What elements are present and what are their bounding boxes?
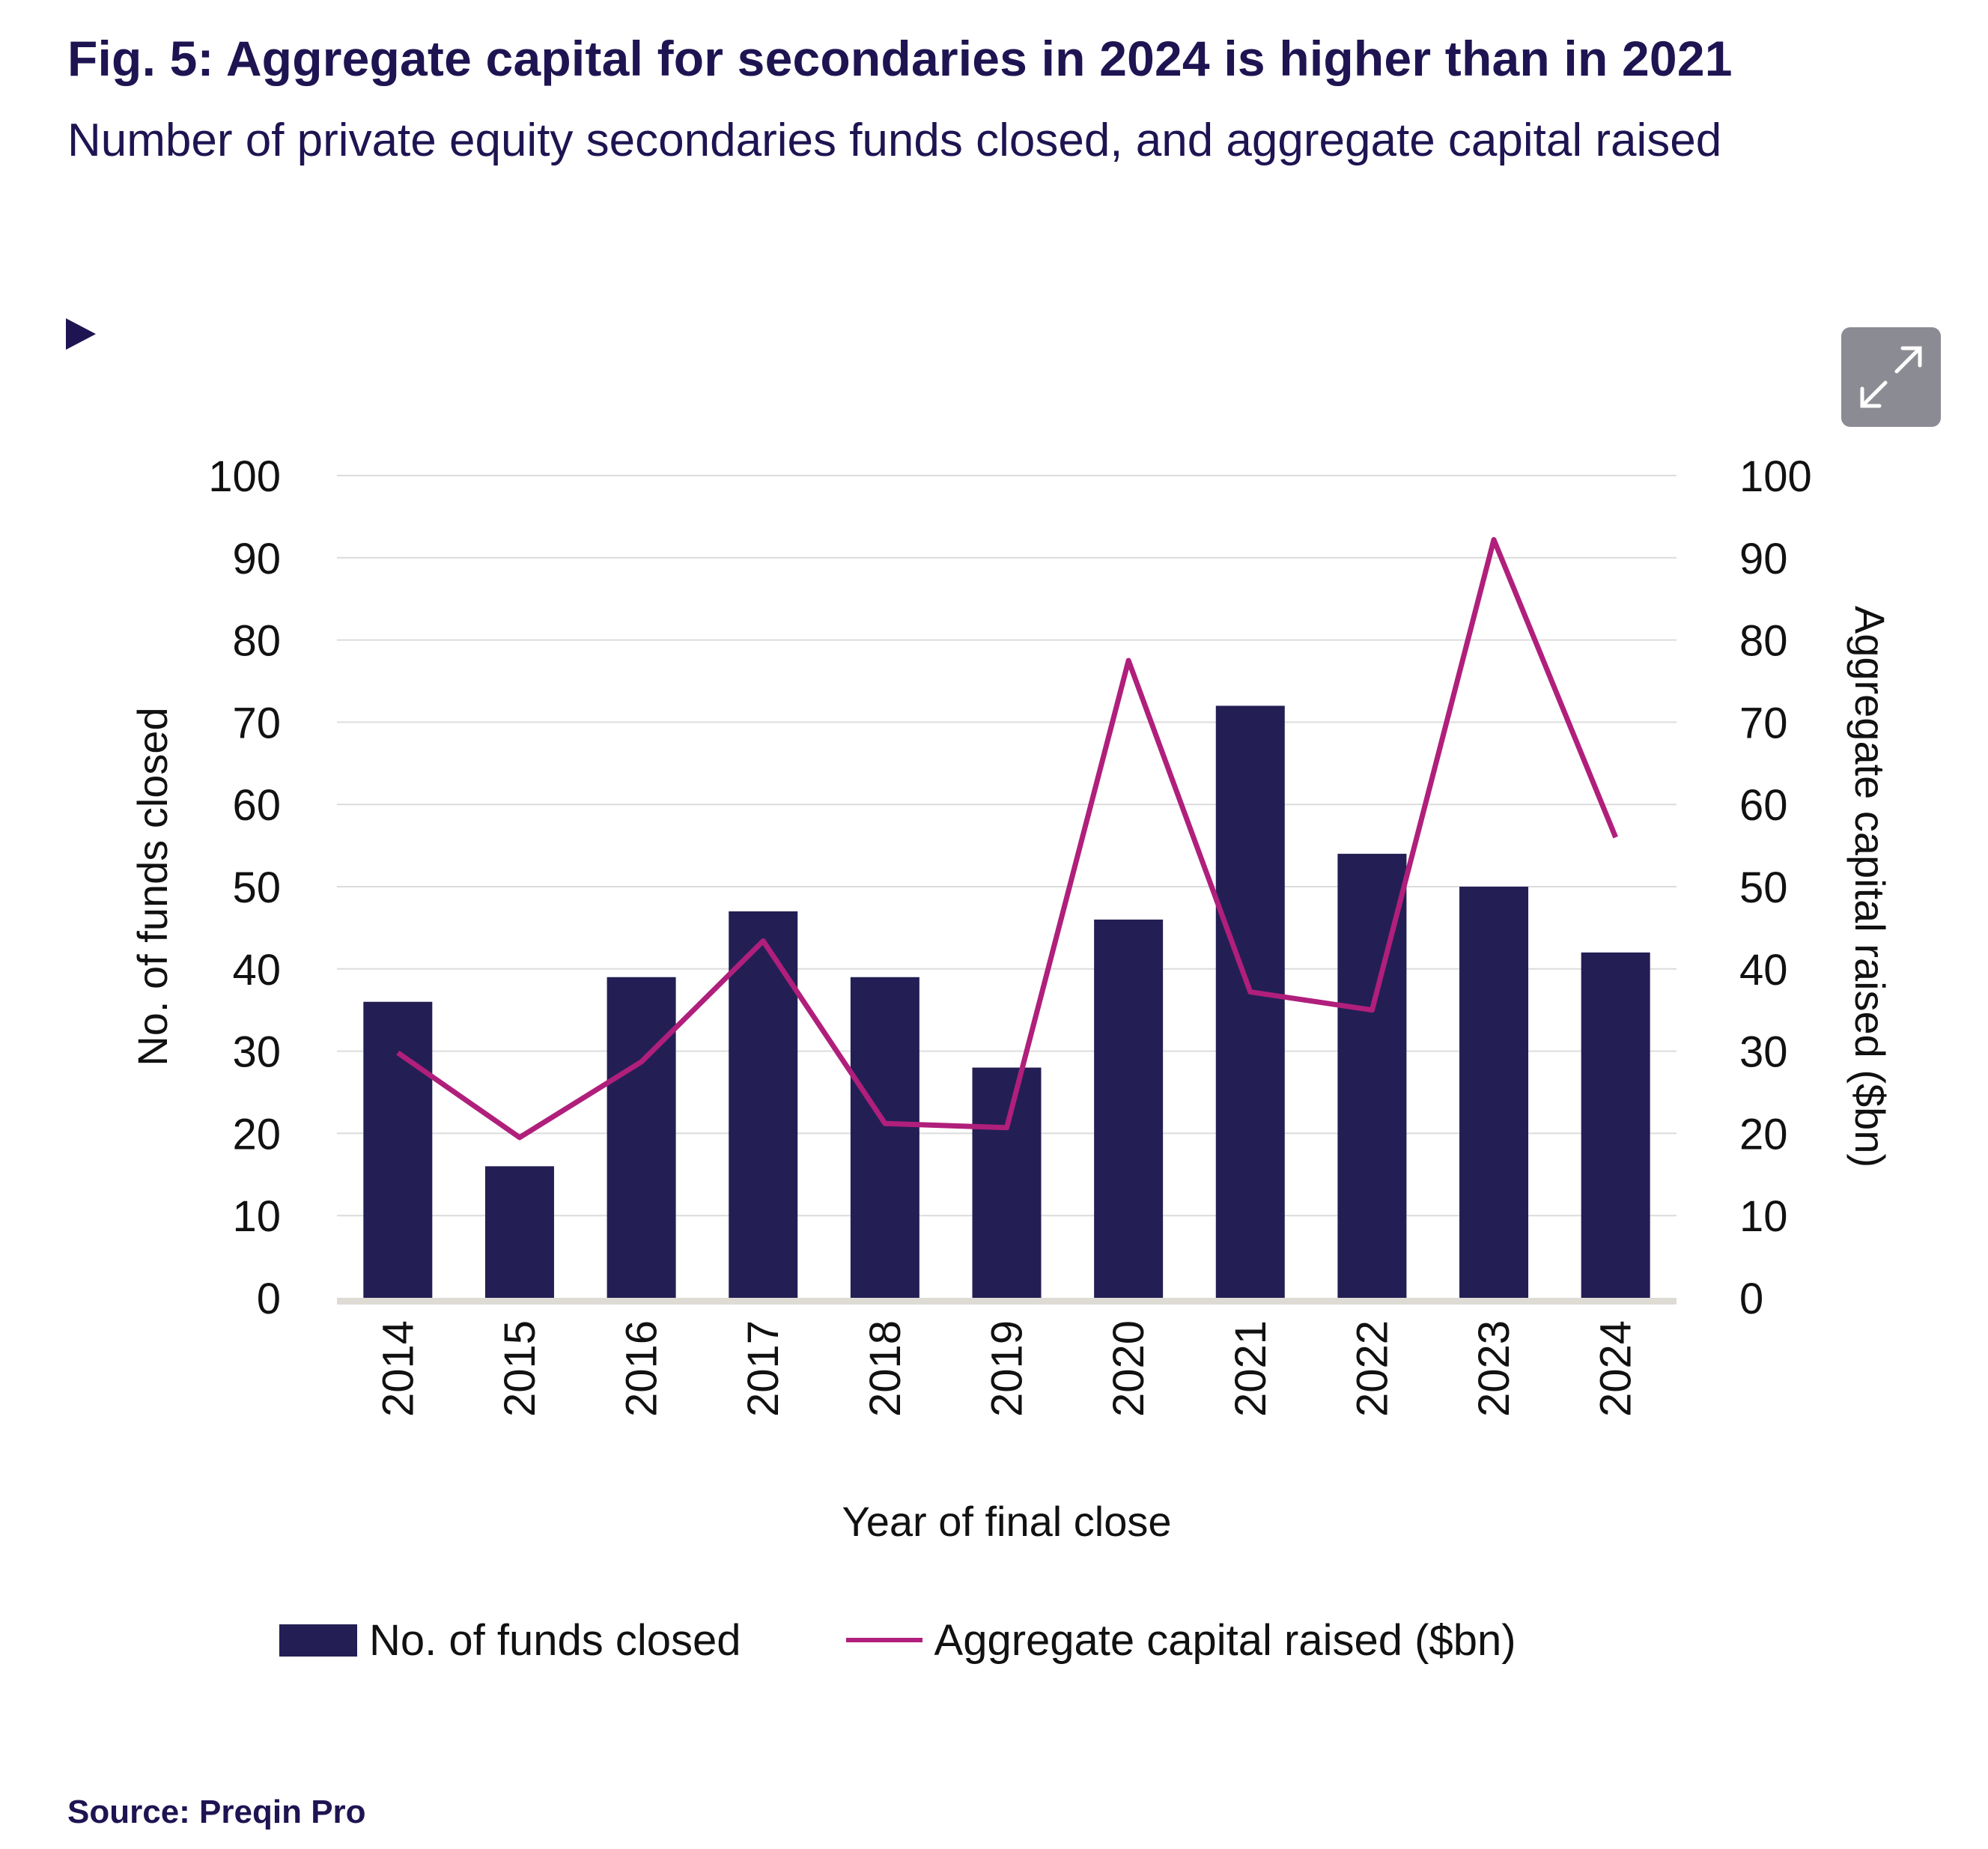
- x-tick-label: 2018: [861, 1320, 910, 1417]
- legend: No. of funds closed Aggregate capital ra…: [279, 1610, 1516, 1670]
- x-axis-ticks: 2014 2015 2016 2017 2018 2019 2020 2021 2022 2023…: [374, 1320, 1640, 1417]
- y2-tick-label: 90: [1739, 535, 1788, 583]
- x-axis-title: Year of final close: [842, 1498, 1172, 1545]
- x-tick-label: 2024: [1592, 1320, 1641, 1417]
- x-tick-label: 2022: [1348, 1320, 1396, 1417]
- x-tick-label: 2017: [739, 1320, 788, 1417]
- y2-tick-label: 10: [1739, 1192, 1788, 1241]
- x-tick-label: 2020: [1104, 1320, 1153, 1417]
- capital-raised-line: [396, 537, 1618, 1141]
- bar-2024: [1581, 952, 1650, 1298]
- bar-2016: [607, 977, 676, 1298]
- x-tick-label: 2021: [1226, 1320, 1275, 1417]
- x-tick-label: 2015: [496, 1320, 544, 1417]
- y2-tick-label: 80: [1739, 617, 1788, 666]
- legend-item-capital-raised[interactable]: Aggregate capital raised ($bn): [845, 1615, 1516, 1666]
- expand-button[interactable]: [1841, 327, 1941, 427]
- legend-label-funds-closed: No. of funds closed: [369, 1615, 741, 1665]
- x-tick-label: 2023: [1470, 1320, 1519, 1417]
- chart-subtitle: Number of private equity secondaries fun…: [67, 115, 1722, 166]
- bar-2015: [484, 1166, 554, 1298]
- play-triangle-icon[interactable]: [66, 318, 96, 350]
- y-tick-label: 70: [232, 699, 281, 747]
- y2-tick-label: 40: [1739, 946, 1788, 995]
- bar-2018: [850, 977, 919, 1298]
- x-tick-label: 2016: [618, 1320, 666, 1417]
- y-tick-label: 50: [232, 863, 281, 912]
- line-series: [396, 537, 1618, 1141]
- y-tick-label: 40: [232, 946, 281, 995]
- y-tick-label: 90: [232, 535, 281, 583]
- y-tick-label: 30: [232, 1028, 281, 1077]
- y-tick-label: 0: [257, 1275, 281, 1323]
- y2-tick-label: 60: [1739, 781, 1788, 830]
- y2-tick-label: 0: [1739, 1275, 1763, 1323]
- legend-bar-swatch: [279, 1624, 357, 1657]
- left-y-axis-ticks: 0 10 20 30 40 50 60 70 80 90 100: [208, 452, 281, 1323]
- chart-title: Fig. 5: Aggregate capital for secondarie…: [67, 31, 1733, 86]
- bar-2021: [1215, 705, 1285, 1298]
- right-y-axis-title: Aggregate capital raised ($bn): [1846, 606, 1894, 1168]
- bar-2023: [1459, 887, 1529, 1298]
- x-tick-label: 2014: [374, 1320, 422, 1417]
- y-tick-label: 10: [232, 1192, 281, 1241]
- legend-label-capital-raised: Aggregate capital raised ($bn): [934, 1615, 1516, 1665]
- legend-item-funds-closed[interactable]: No. of funds closed: [279, 1615, 741, 1666]
- expand-arrows-icon: [1860, 346, 1922, 408]
- x-axis-baseline: [337, 1298, 1677, 1305]
- y2-tick-label: 70: [1739, 699, 1788, 747]
- bar-series: [363, 705, 1650, 1298]
- y2-tick-label: 30: [1739, 1028, 1788, 1077]
- y2-tick-label: 50: [1739, 863, 1788, 912]
- legend-line-swatch: [845, 1638, 922, 1642]
- right-y-axis-ticks: 0 10 20 30 40 50 60 70 80 90 100: [1739, 452, 1812, 1323]
- y2-tick-label: 100: [1739, 452, 1812, 501]
- left-y-axis-title: No. of funds closed: [129, 707, 176, 1066]
- bar-2017: [729, 911, 798, 1298]
- y2-tick-label: 20: [1739, 1110, 1788, 1159]
- y-tick-label: 100: [208, 452, 281, 501]
- y-tick-label: 80: [232, 617, 281, 666]
- bar-2014: [363, 1001, 433, 1298]
- bar-2019: [972, 1067, 1042, 1298]
- bar-2020: [1094, 919, 1164, 1298]
- y-tick-label: 20: [232, 1110, 281, 1159]
- combo-chart: 0 10 20 30 40 50 60 70 80 90 100 0 10 20 30 40 50 60 70 80…: [129, 452, 1894, 1545]
- y-tick-label: 60: [232, 781, 281, 830]
- x-tick-label: 2019: [983, 1320, 1032, 1417]
- source-note: Source: Preqin Pro: [67, 1794, 366, 1830]
- gridlines: [337, 475, 1677, 1217]
